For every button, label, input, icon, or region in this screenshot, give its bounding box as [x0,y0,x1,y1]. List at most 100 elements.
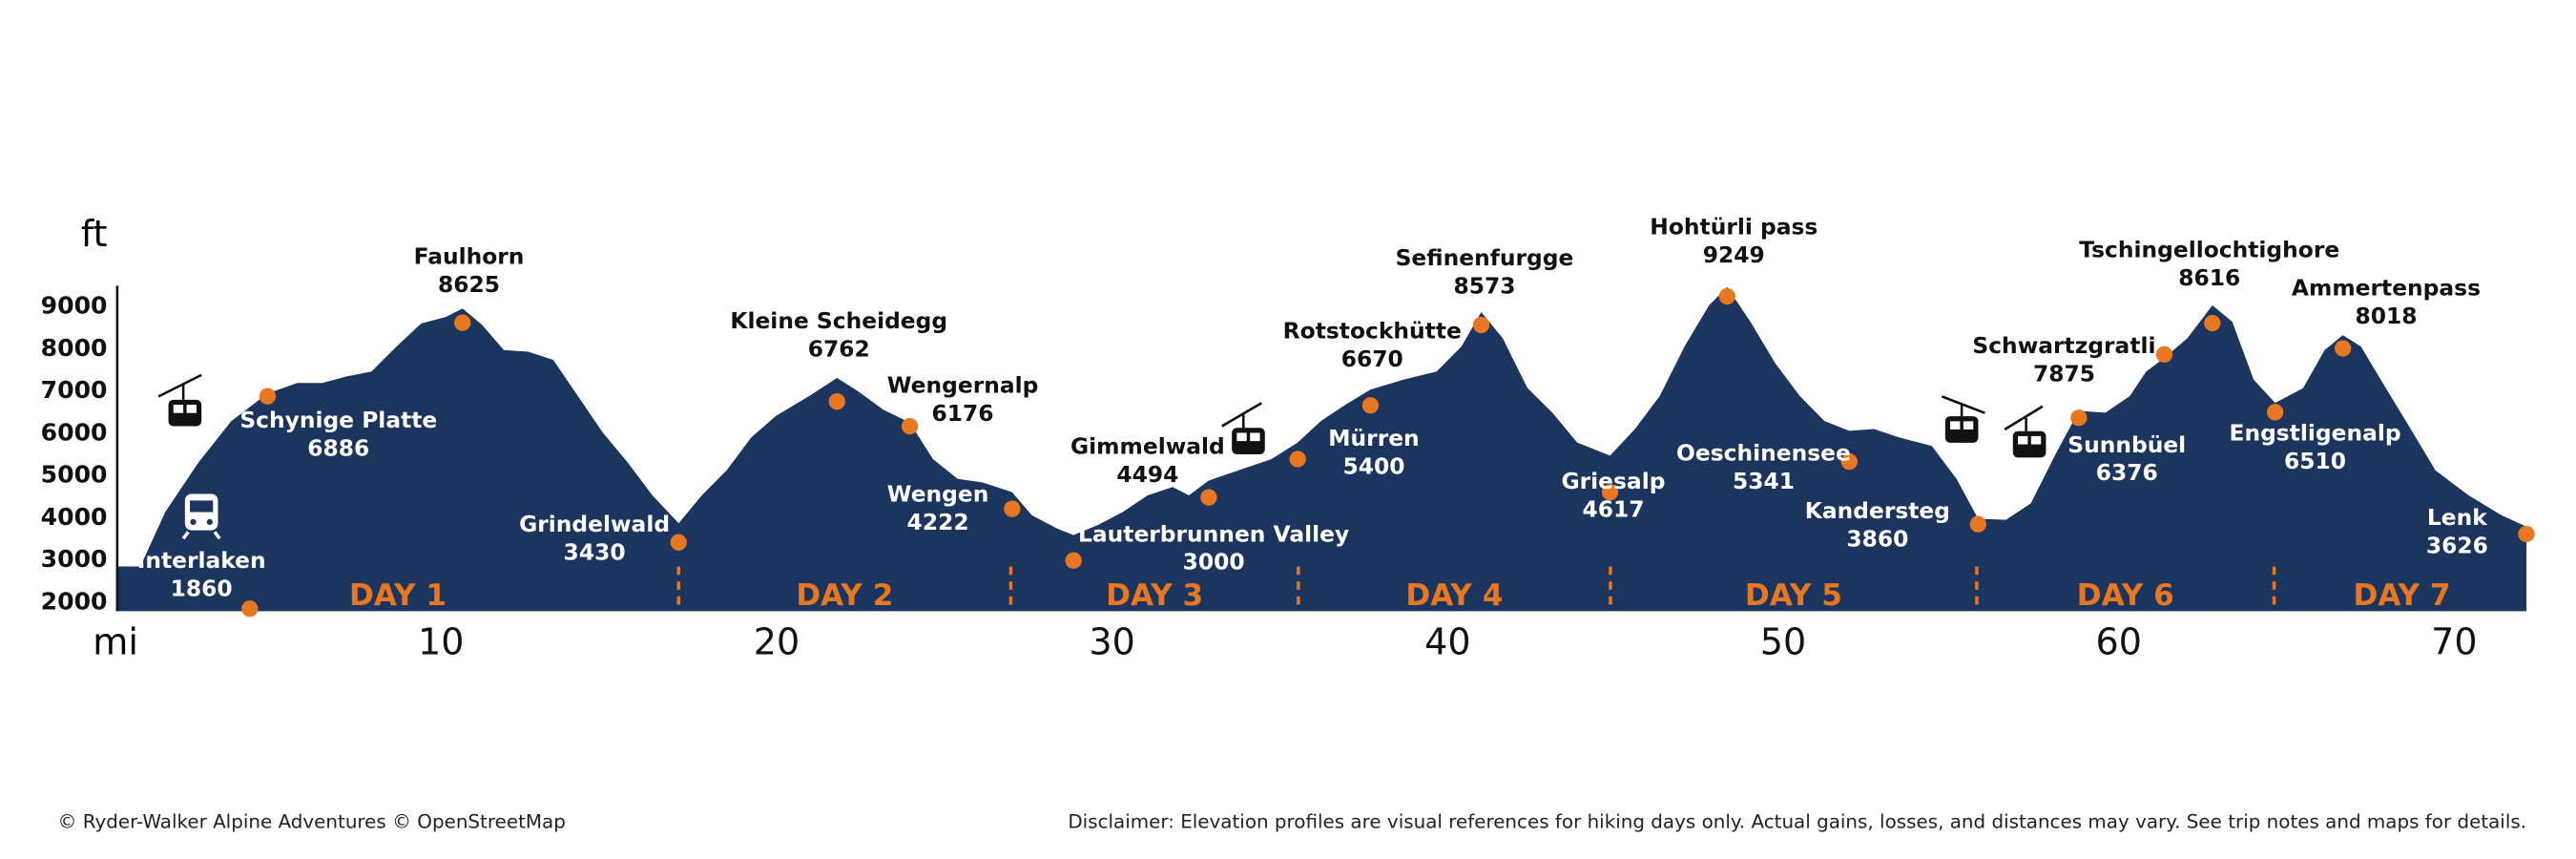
waypoint-elevation: 6176 [932,400,994,427]
waypoint-name: Mürren [1328,425,1419,451]
waypoint-marker [1361,397,1380,414]
waypoint-marker [1601,483,1619,501]
waypoint-marker [1472,316,1490,334]
y-tick-label: 8000 [41,334,108,362]
waypoint-marker [2334,340,2352,357]
elevation-area [116,286,2527,612]
waypoint-name: Schwartzgratli [1972,332,2155,359]
waypoint-elevation: 7875 [2033,360,2095,387]
waypoint-marker [1004,500,1021,517]
waypoint-elevation: 6762 [808,335,870,362]
waypoint-elevation: 1860 [171,575,233,601]
waypoint-name: Faulhorn [414,242,525,269]
cable-car-icon [1221,402,1265,454]
waypoint-name: Hohtürli pass [1650,213,1818,240]
day-label: DAY 5 [1745,578,1842,613]
waypoint-marker [1065,552,1082,569]
waypoint-name: Engstligenalp [2229,420,2400,447]
waypoint-elevation: 3626 [2426,532,2488,558]
waypoint-marker [1718,287,1735,305]
y-tick-label: 6000 [41,418,108,446]
waypoint-name: Lenk [2427,504,2487,531]
waypoint-name: Wengen [887,481,989,508]
waypoint-marker [1200,489,1217,506]
waypoint-marker [1969,515,1987,533]
waypoint-marker [259,388,277,405]
y-tick-label: 7000 [41,376,108,404]
day-label: DAY 1 [349,578,447,613]
day-label: DAY 3 [1106,578,1203,613]
waypoint-marker [901,417,919,435]
waypoint-name: Kleine Scheidegg [730,307,947,334]
waypoint-name: Ammertenpass [2292,274,2481,301]
waypoint-elevation: 8018 [2355,303,2417,329]
waypoint-marker [2070,409,2088,427]
x-tick-label: 10 [418,620,464,662]
waypoint-elevation: 8616 [2178,264,2240,291]
waypoint-marker [2204,314,2221,332]
waypoint-name: Sefinenfurgge [1396,244,1574,271]
icons [157,373,2046,540]
waypoint-name: Tschingellochtighore [2079,237,2339,263]
waypoint-elevation: 5400 [1342,452,1404,479]
waypoint-marker [2266,404,2284,421]
waypoint-elevation: 4222 [907,509,969,535]
day-label: DAY 2 [796,578,893,613]
waypoint-elevation: 9249 [1703,241,1765,268]
waypoint-name: Lauterbrunnen Valley [1078,520,1349,547]
y-axis-label: ft [81,213,108,255]
x-tick-label: 40 [1424,620,1470,662]
day-label: DAY 6 [2077,578,2174,613]
y-tick-label: 9000 [41,292,108,320]
waypoint-elevation: 8573 [1453,273,1515,300]
waypoint-name: Grindelwald [519,511,670,537]
y-tick-label: 2000 [41,588,108,616]
cable-car-icon [1941,395,1985,443]
plot: 2000 3000 4000 5000 6000 7000 8000 9000 10 20 30 40… [41,213,2535,662]
waypoint-marker [828,393,845,410]
x-tick-label: 20 [754,620,800,662]
waypoint-elevation: 4494 [1116,461,1178,488]
waypoint-elevation: 5341 [1733,468,1795,494]
train-icon [181,493,221,540]
waypoint-elevation: 3430 [564,538,626,565]
x-tick-label: 60 [2095,620,2141,662]
waypoint-marker [670,534,687,551]
y-tick-label: 3000 [41,545,108,573]
waypoint-name: Wengernalp [887,371,1039,398]
credit: © Ryder-Walker Alpine Adventures © OpenS… [58,810,566,832]
waypoint-marker [241,600,259,618]
waypoint-elevation: 3000 [1183,549,1245,576]
waypoint-name: Sunnbüel [2067,431,2186,458]
x-tick-label: 30 [1089,620,1134,662]
day-label: DAY 7 [2354,578,2451,613]
y-tick-label: 4000 [41,503,108,531]
waypoint-name: Rotstockhütte [1283,317,1462,344]
waypoint-marker [2518,525,2535,543]
waypoint-elevation: 6510 [2284,448,2346,474]
x-axis-label: mi [93,620,138,662]
waypoint-name: Griesalp [1561,468,1665,494]
x-tick-label: 70 [2431,620,2477,662]
waypoint-elevation: 4617 [1582,495,1644,522]
waypoint-name: Gimmelwald [1070,433,1225,460]
waypoint-marker [1840,452,1858,471]
waypoint-elevation: 6670 [1341,346,1403,372]
waypoint-marker [1289,450,1306,468]
y-tick-label: 5000 [41,461,108,489]
waypoint-marker [2155,346,2173,364]
waypoint-elevation: 6376 [2096,459,2158,486]
x-tick-label: 50 [1760,620,1806,662]
cable-car-icon [2004,405,2046,458]
waypoint-name: Kandersteg [1805,497,1950,524]
waypoint-name: Oeschinensee [1676,439,1851,466]
waypoint-elevation: 8625 [438,271,500,298]
waypoint-elevation: 3860 [1846,525,1908,552]
day-label: DAY 4 [1405,578,1503,613]
disclaimer: Disclaimer: Elevation profiles are visua… [1068,810,2526,832]
waypoint-name: Schynige Platte [239,407,437,433]
waypoint-name: Interlaken [137,547,266,574]
waypoint-marker [454,314,471,331]
cable-car-icon [157,373,202,427]
